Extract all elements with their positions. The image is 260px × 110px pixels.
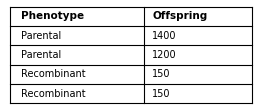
Text: Parental: Parental [21, 50, 61, 60]
Text: 150: 150 [152, 89, 171, 99]
Text: 1400: 1400 [152, 31, 177, 41]
Text: Parental: Parental [21, 31, 61, 41]
Text: Offspring: Offspring [152, 11, 207, 21]
Text: Recombinant: Recombinant [21, 89, 86, 99]
Text: Phenotype: Phenotype [21, 11, 84, 21]
Text: Recombinant: Recombinant [21, 69, 86, 79]
Text: 150: 150 [152, 69, 171, 79]
Text: 1200: 1200 [152, 50, 177, 60]
